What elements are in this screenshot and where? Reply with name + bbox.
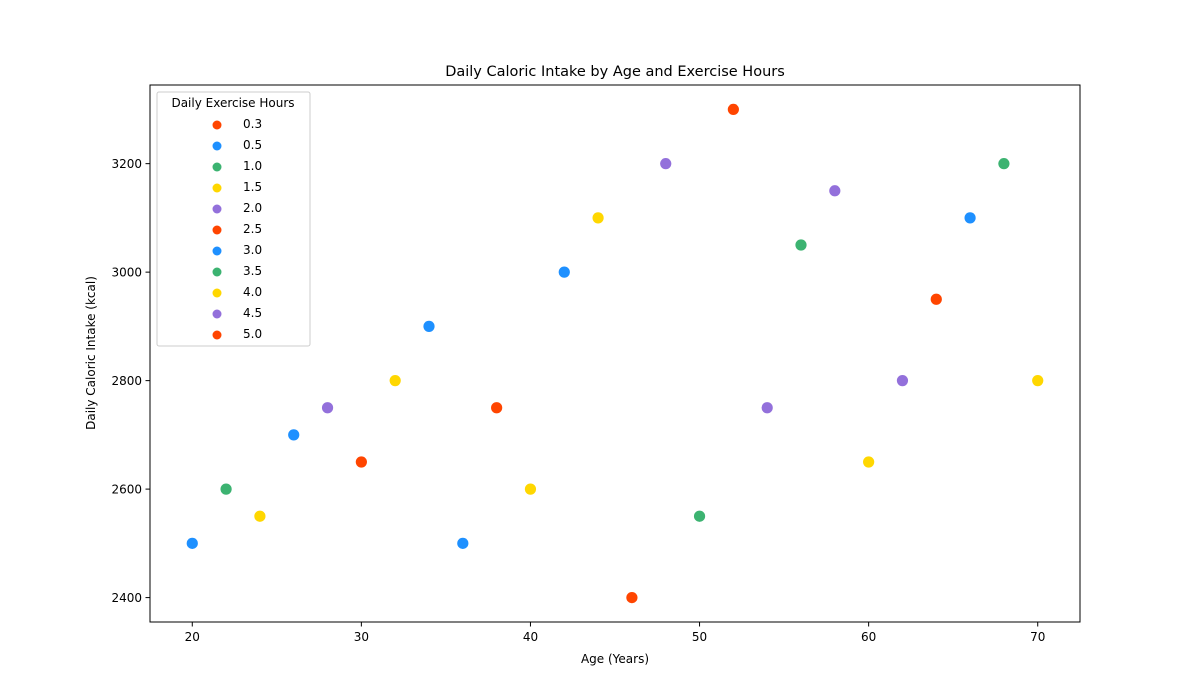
data-point bbox=[288, 429, 300, 441]
data-point bbox=[626, 591, 638, 604]
data-point bbox=[660, 158, 672, 170]
legend-marker bbox=[212, 162, 222, 172]
legend-marker bbox=[212, 120, 222, 130]
data-point bbox=[423, 320, 435, 332]
legend-marker bbox=[212, 246, 222, 256]
data-point bbox=[863, 456, 875, 468]
legend-entry: 3.5 bbox=[212, 264, 262, 278]
legend-entry: 1.5 bbox=[212, 180, 262, 194]
data-point bbox=[727, 103, 739, 116]
legend-entry: 5.0 bbox=[212, 327, 262, 341]
legend-marker bbox=[212, 225, 222, 235]
x-axis-label: Age (Years) bbox=[581, 652, 649, 666]
legend-entries: 0.3 0.5 1.0 1.5 2.0 2.5 3.0 3.5 4.0 4.5 5.0 bbox=[212, 117, 262, 341]
data-point bbox=[964, 212, 976, 224]
legend: Daily Exercise Hours 0.3 0.5 1.0 1.5 2.0 2.5 3… bbox=[156, 91, 311, 347]
legend-entry: 3.0 bbox=[212, 243, 262, 257]
legend-label: 4.5 bbox=[243, 306, 262, 320]
data-point bbox=[321, 402, 334, 414]
legend-entry: 4.0 bbox=[212, 285, 262, 299]
legend-marker bbox=[212, 330, 222, 340]
x-tick-label: 50 bbox=[692, 630, 707, 644]
y-tick-label: 3000 bbox=[111, 266, 142, 280]
legend-marker bbox=[212, 288, 222, 298]
legend-marker bbox=[212, 309, 222, 319]
legend-label: 0.5 bbox=[243, 138, 262, 152]
legend-label: 3.5 bbox=[243, 264, 262, 278]
legend-label: 0.3 bbox=[243, 117, 262, 131]
y-tick-label: 2600 bbox=[111, 483, 142, 497]
data-point bbox=[254, 510, 266, 522]
data-point bbox=[896, 375, 909, 387]
data-point bbox=[795, 239, 807, 251]
legend-entry: 2.0 bbox=[212, 201, 262, 215]
legend-marker bbox=[212, 183, 222, 193]
legend-entry: 1.0 bbox=[212, 159, 262, 173]
y-axis-ticks: 2400 2600 2800 3000 3200 bbox=[111, 157, 150, 605]
legend-frame bbox=[156, 91, 311, 347]
legend-marker bbox=[212, 141, 222, 151]
y-tick-label: 2800 bbox=[111, 374, 142, 388]
legend-marker bbox=[212, 267, 222, 277]
data-points bbox=[186, 103, 1044, 604]
plot-area bbox=[149, 84, 1081, 623]
legend-label: 4.0 bbox=[243, 285, 262, 299]
data-point bbox=[558, 266, 570, 278]
legend-label: 1.5 bbox=[243, 180, 262, 194]
legend-entry: 0.3 bbox=[212, 117, 262, 131]
data-point bbox=[761, 402, 773, 414]
legend-label: 5.0 bbox=[243, 327, 262, 341]
data-point bbox=[829, 185, 841, 197]
legend-label: 1.0 bbox=[243, 159, 262, 173]
x-tick-label: 60 bbox=[861, 630, 876, 644]
legend-label: 3.0 bbox=[243, 243, 262, 257]
legend-label: 2.0 bbox=[243, 201, 262, 215]
x-tick-label: 30 bbox=[354, 630, 369, 644]
data-point bbox=[355, 456, 367, 468]
legend-entry: 2.5 bbox=[212, 222, 262, 236]
legend-marker bbox=[212, 204, 222, 214]
data-point bbox=[693, 510, 706, 522]
chart-title: Daily Caloric Intake by Age and Exercise… bbox=[445, 64, 785, 80]
data-point bbox=[998, 158, 1010, 170]
legend-entry: 4.5 bbox=[212, 306, 262, 320]
data-point bbox=[457, 537, 469, 549]
legend-label: 2.5 bbox=[243, 222, 262, 236]
y-tick-label: 2400 bbox=[111, 591, 142, 605]
x-tick-label: 70 bbox=[1030, 630, 1045, 644]
data-point bbox=[592, 212, 604, 224]
data-point bbox=[930, 293, 942, 305]
plot-frame bbox=[149, 84, 1081, 623]
x-tick-label: 40 bbox=[523, 630, 538, 644]
data-point bbox=[389, 375, 401, 387]
x-axis-ticks: 20 30 40 50 60 70 bbox=[185, 622, 1045, 644]
data-point bbox=[491, 402, 503, 414]
y-axis-label: Daily Caloric Intake (kcal) bbox=[84, 276, 98, 430]
data-point bbox=[524, 483, 537, 495]
y-tick-label: 3200 bbox=[111, 157, 142, 171]
data-point bbox=[186, 537, 198, 549]
x-tick-label: 20 bbox=[185, 630, 200, 644]
data-point bbox=[220, 483, 232, 495]
legend-entry: 0.5 bbox=[212, 138, 262, 152]
data-point bbox=[1032, 375, 1044, 387]
legend-title: Daily Exercise Hours bbox=[171, 96, 294, 110]
